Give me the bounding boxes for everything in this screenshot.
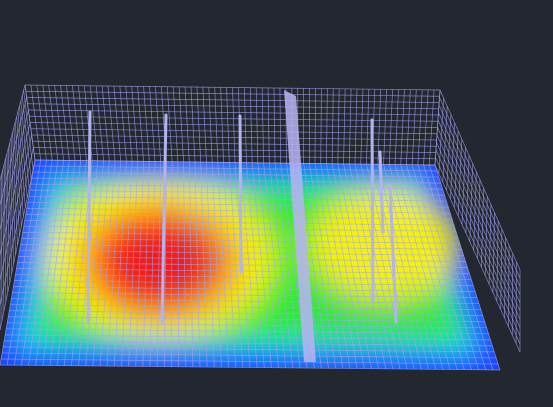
- mesh-line: [14, 121, 22, 227]
- mesh-line: [24, 84, 36, 161]
- mesh-line: [16, 116, 24, 217]
- mesh-line: [29, 115, 438, 122]
- mesh-line: [14, 280, 474, 286]
- mesh-line: [7, 148, 13, 274]
- mesh-line: [6, 153, 11, 283]
- mesh-line: [436, 134, 521, 320]
- mesh-line: [28, 109, 439, 116]
- mesh-line: [13, 127, 20, 236]
- mesh-line: [33, 165, 437, 172]
- pole: [86, 110, 92, 324]
- pole: [388, 183, 398, 324]
- mesh-line: [31, 134, 437, 141]
- mesh-line: [13, 286, 476, 292]
- mesh-line: [27, 103, 439, 110]
- mesh-line: [9, 143, 14, 264]
- mesh-line: [1, 358, 499, 365]
- mesh-line: [28, 195, 447, 202]
- mesh-line: [435, 157, 521, 344]
- mesh-line: [26, 97, 440, 103]
- mesh-line: [23, 90, 34, 170]
- mesh-line: [438, 112, 521, 295]
- mesh-line: [1, 174, 3, 321]
- mesh-line: [439, 97, 521, 279]
- mesh-line: [3, 346, 495, 353]
- mesh-line: [10, 137, 16, 255]
- mesh-line: [24, 84, 441, 91]
- pole: [238, 114, 243, 274]
- heat-red: [100, 218, 216, 306]
- mesh-line: [2, 352, 497, 359]
- mesh-line: [34, 153, 436, 160]
- mesh-line: [27, 201, 449, 208]
- mesh-line: [30, 128, 438, 135]
- mesh-line: [34, 159, 436, 166]
- mesh-line: [33, 147, 436, 153]
- mesh-line: [19, 106, 28, 198]
- mesh-line: [3, 164, 7, 302]
- mesh-line: [437, 127, 521, 312]
- mesh-line: [26, 207, 451, 214]
- mesh-line: [0, 364, 501, 371]
- mesh-line: [30, 183, 443, 190]
- mesh-line: [29, 122, 438, 128]
- mesh-line: [435, 149, 521, 336]
- mesh-line: [436, 142, 521, 328]
- divider-wall: [284, 90, 316, 362]
- mesh-line: [5, 334, 491, 341]
- mesh-line: [437, 119, 521, 303]
- mesh-line: [25, 90, 440, 97]
- mesh-line: [32, 140, 437, 147]
- mesh-line: [17, 111, 26, 208]
- mesh-line: [12, 132, 18, 246]
- mesh-line: [7, 322, 487, 329]
- mesh-line: [20, 100, 30, 189]
- mesh-line: [29, 189, 445, 196]
- mesh-line: [4, 340, 493, 347]
- wireframe-mesh: [0, 84, 521, 371]
- mesh-line: [5, 158, 9, 293]
- pole: [160, 113, 168, 324]
- pole: [370, 118, 375, 302]
- mesh-line: [21, 95, 32, 179]
- mesh-line: [439, 89, 521, 271]
- mesh-line: [12, 292, 478, 298]
- mesh-line: [2, 169, 5, 312]
- mesh-line: [438, 104, 521, 287]
- mesh-line: [6, 328, 489, 335]
- mesh-line: [434, 164, 521, 353]
- pole: [378, 150, 385, 234]
- poles: [86, 110, 398, 324]
